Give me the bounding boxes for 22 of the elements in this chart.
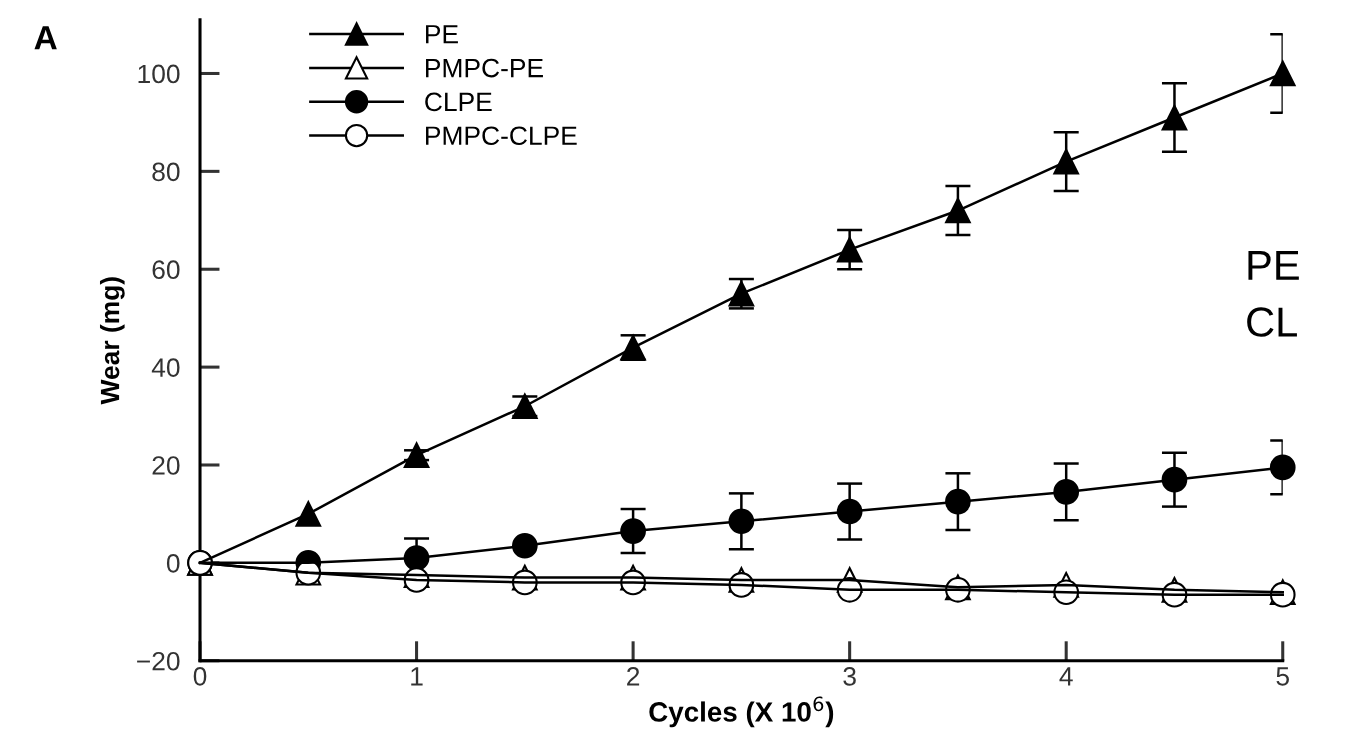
legend-label: PMPC-CLPE	[426, 126, 577, 146]
legend-label: CLPE	[425, 92, 492, 112]
x-tick-label: 3	[843, 667, 856, 686]
legend-label: PE	[426, 25, 458, 44]
y-tick-label: 100	[138, 64, 180, 84]
y-axis-title: Wear (mg)	[99, 277, 125, 405]
x-tick-label: 4	[1059, 667, 1073, 686]
legend-label: PMPC-PE	[426, 58, 543, 78]
x-tick-label: 5	[1276, 667, 1289, 686]
y-tick-label: −20	[137, 651, 180, 671]
y-tick-label: 40	[151, 358, 180, 377]
annotation: PE	[1248, 251, 1299, 280]
y-tick-label: 0	[166, 554, 180, 573]
y-tick-label: 20	[152, 456, 180, 475]
x-tick-label: 2	[627, 667, 640, 686]
annotation: CL	[1247, 307, 1297, 337]
x-tick-label: 0	[193, 667, 207, 686]
text: A	[34, 26, 57, 50]
x-tick-label: 1	[411, 667, 423, 686]
y-tick-label: 80	[152, 162, 180, 182]
y-tick-label: 60	[152, 260, 180, 280]
x-axis-title: Cycles (X 10$^{6}$)	[649, 696, 834, 728]
